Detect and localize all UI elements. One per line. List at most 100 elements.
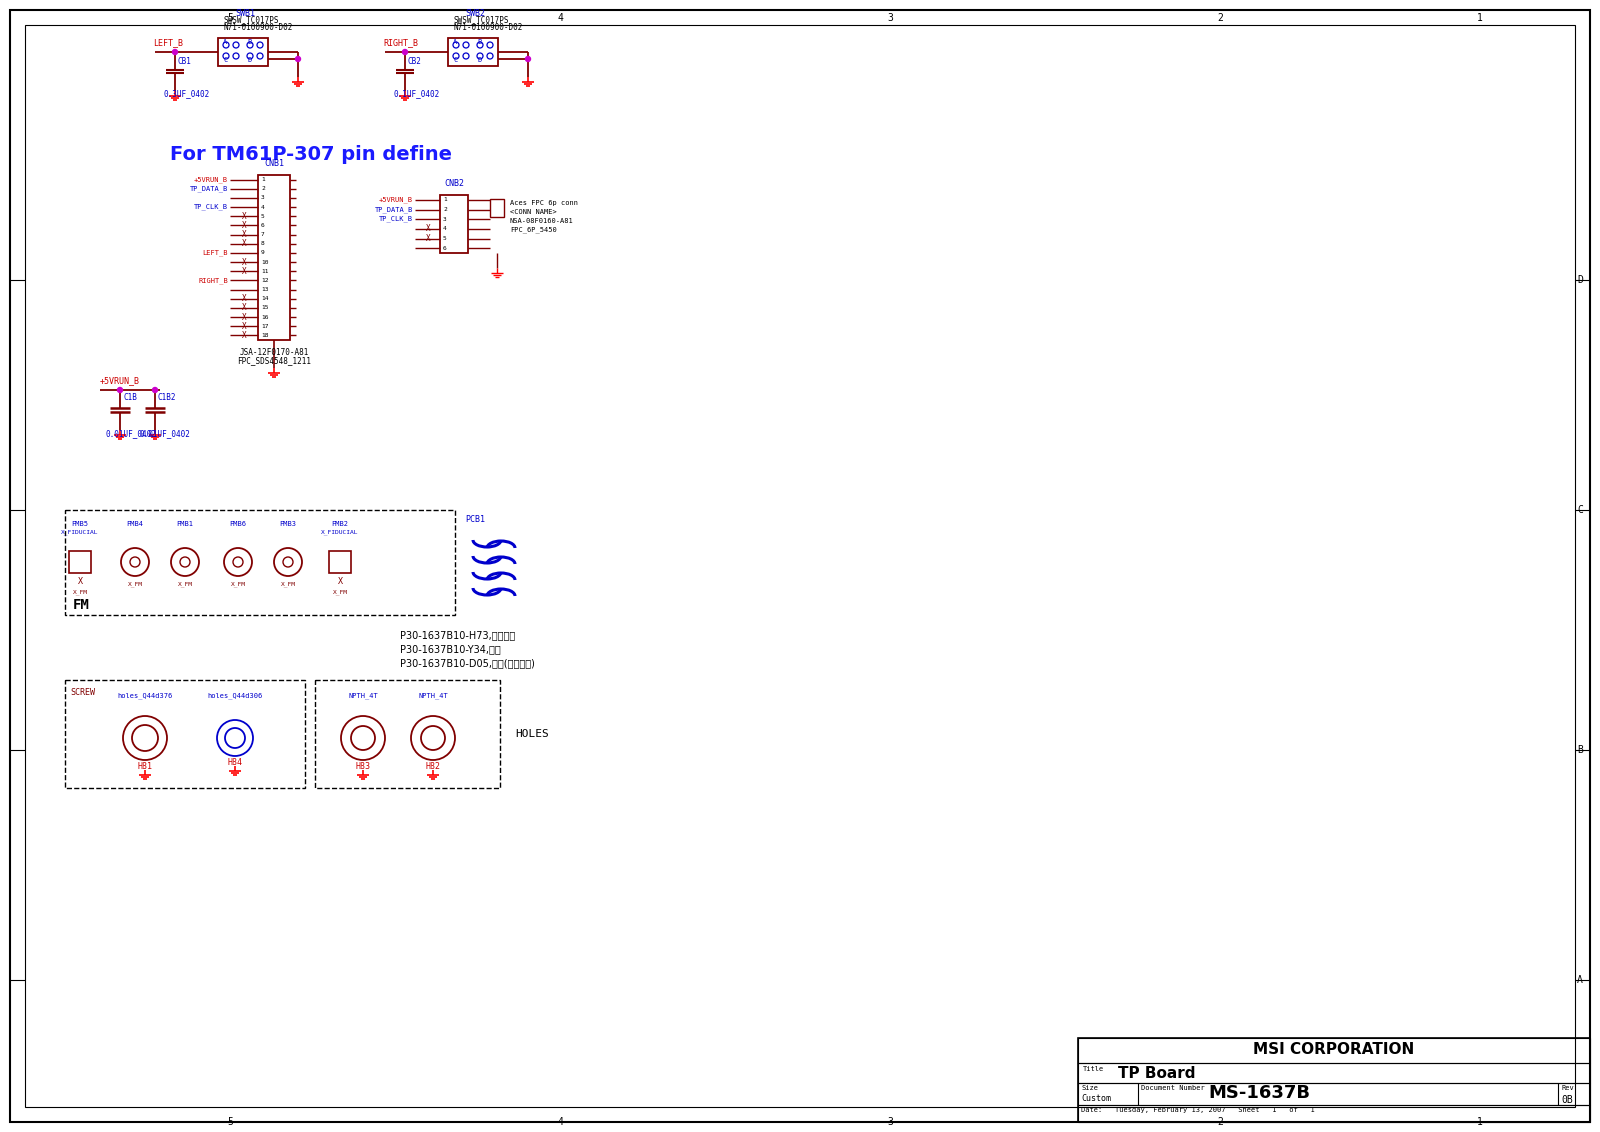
Circle shape bbox=[130, 557, 141, 567]
Text: 2: 2 bbox=[261, 187, 264, 191]
Text: C: C bbox=[222, 57, 227, 63]
Text: X_FM: X_FM bbox=[333, 589, 347, 594]
Text: 2: 2 bbox=[1218, 12, 1222, 23]
Text: X: X bbox=[242, 212, 246, 221]
Text: PCB1: PCB1 bbox=[466, 515, 485, 524]
Text: X: X bbox=[426, 234, 430, 243]
Text: 4: 4 bbox=[557, 12, 563, 23]
Circle shape bbox=[258, 53, 262, 59]
Circle shape bbox=[173, 50, 178, 54]
Text: X: X bbox=[242, 312, 246, 321]
Text: C1B2: C1B2 bbox=[158, 394, 176, 403]
Text: MSI CORPORATION: MSI CORPORATION bbox=[1253, 1043, 1414, 1057]
Text: TP Board: TP Board bbox=[1118, 1065, 1195, 1081]
Text: Aces FPC 6p conn: Aces FPC 6p conn bbox=[510, 200, 578, 206]
Text: P30-1637B10-H73,翔宇傳遠: P30-1637B10-H73,翔宇傳遠 bbox=[400, 631, 515, 640]
Text: X: X bbox=[338, 577, 342, 586]
Text: C: C bbox=[1578, 505, 1582, 515]
Text: 5: 5 bbox=[227, 12, 234, 23]
Text: holes_Q44d306: holes_Q44d306 bbox=[208, 692, 262, 698]
Circle shape bbox=[117, 387, 123, 393]
Text: FMB5: FMB5 bbox=[72, 521, 88, 528]
Text: NPTH_4T: NPTH_4T bbox=[349, 692, 378, 698]
Circle shape bbox=[283, 557, 293, 567]
Circle shape bbox=[179, 557, 190, 567]
Text: 3: 3 bbox=[443, 216, 446, 222]
Text: H83: H83 bbox=[355, 762, 371, 771]
Text: CB2: CB2 bbox=[408, 58, 422, 67]
Bar bbox=[218, 38, 269, 66]
Text: X_FIDUCIAL: X_FIDUCIAL bbox=[61, 529, 99, 534]
Bar bbox=[490, 199, 504, 217]
Text: 4: 4 bbox=[557, 1117, 563, 1127]
Text: SCREW: SCREW bbox=[70, 688, 94, 697]
Circle shape bbox=[246, 42, 253, 48]
Circle shape bbox=[152, 387, 157, 393]
Circle shape bbox=[123, 717, 166, 760]
Text: X_FIDUCIAL: X_FIDUCIAL bbox=[322, 529, 358, 534]
Circle shape bbox=[453, 42, 459, 48]
Text: CB1: CB1 bbox=[178, 58, 192, 67]
Bar bbox=[1078, 1038, 1590, 1122]
Circle shape bbox=[234, 53, 238, 59]
Text: 1: 1 bbox=[443, 197, 446, 203]
Text: FMB1: FMB1 bbox=[176, 521, 194, 528]
Bar bbox=[330, 551, 350, 573]
Text: TP_CLK_B: TP_CLK_B bbox=[194, 204, 229, 211]
Circle shape bbox=[234, 42, 238, 48]
Bar bbox=[1078, 1083, 1590, 1105]
Text: 1: 1 bbox=[1477, 12, 1483, 23]
Text: <CONN NAME>: <CONN NAME> bbox=[510, 209, 557, 215]
Bar bbox=[1078, 1063, 1590, 1083]
Text: TP_DATA_B: TP_DATA_B bbox=[374, 206, 413, 213]
Text: SWSW_TC017PS: SWSW_TC017PS bbox=[453, 16, 509, 25]
Circle shape bbox=[296, 57, 301, 61]
Bar bbox=[69, 551, 91, 573]
Bar bbox=[66, 511, 454, 615]
Text: X_FM: X_FM bbox=[178, 581, 192, 586]
Text: FMB2: FMB2 bbox=[331, 521, 349, 528]
Circle shape bbox=[411, 717, 454, 760]
Text: C: C bbox=[453, 57, 458, 63]
Text: SWB1: SWB1 bbox=[235, 9, 254, 17]
Text: 5: 5 bbox=[261, 214, 264, 218]
Circle shape bbox=[341, 717, 386, 760]
Circle shape bbox=[171, 548, 198, 576]
Text: X_FM: X_FM bbox=[230, 581, 245, 586]
Text: FMB4: FMB4 bbox=[126, 521, 144, 528]
Circle shape bbox=[218, 720, 253, 756]
Circle shape bbox=[234, 557, 243, 567]
Circle shape bbox=[486, 53, 493, 59]
Text: H82: H82 bbox=[426, 762, 440, 771]
Text: D: D bbox=[246, 57, 251, 63]
Text: X_FM: X_FM bbox=[72, 589, 88, 594]
Text: 7: 7 bbox=[261, 232, 264, 237]
Text: B: B bbox=[246, 38, 251, 45]
Text: 1: 1 bbox=[1477, 1117, 1483, 1127]
Text: 5: 5 bbox=[443, 235, 446, 241]
Text: A: A bbox=[453, 38, 458, 45]
Text: X: X bbox=[426, 224, 430, 233]
Text: X: X bbox=[242, 303, 246, 312]
Bar bbox=[440, 195, 467, 252]
Text: B: B bbox=[477, 38, 482, 45]
Text: X: X bbox=[242, 230, 246, 239]
Circle shape bbox=[462, 42, 469, 48]
Text: 0.01UF_0402: 0.01UF_0402 bbox=[106, 429, 155, 438]
Text: 3: 3 bbox=[886, 1117, 893, 1127]
Text: LEFT_B: LEFT_B bbox=[203, 249, 229, 256]
Text: JSA-12F0170-A81: JSA-12F0170-A81 bbox=[240, 348, 309, 357]
Circle shape bbox=[122, 548, 149, 576]
Text: 0.1UF_0402: 0.1UF_0402 bbox=[394, 89, 440, 98]
Text: D: D bbox=[1578, 275, 1582, 285]
Bar bbox=[258, 175, 290, 340]
Circle shape bbox=[477, 42, 483, 48]
Text: 2: 2 bbox=[443, 207, 446, 212]
Text: X_FM: X_FM bbox=[280, 581, 296, 586]
Text: X: X bbox=[242, 321, 246, 331]
Text: N71-0100900-D02: N71-0100900-D02 bbox=[222, 24, 293, 33]
Text: X: X bbox=[242, 239, 246, 248]
Text: X: X bbox=[242, 294, 246, 303]
Text: holes_Q44d376: holes_Q44d376 bbox=[117, 692, 173, 698]
Text: Rev: Rev bbox=[1562, 1084, 1574, 1091]
